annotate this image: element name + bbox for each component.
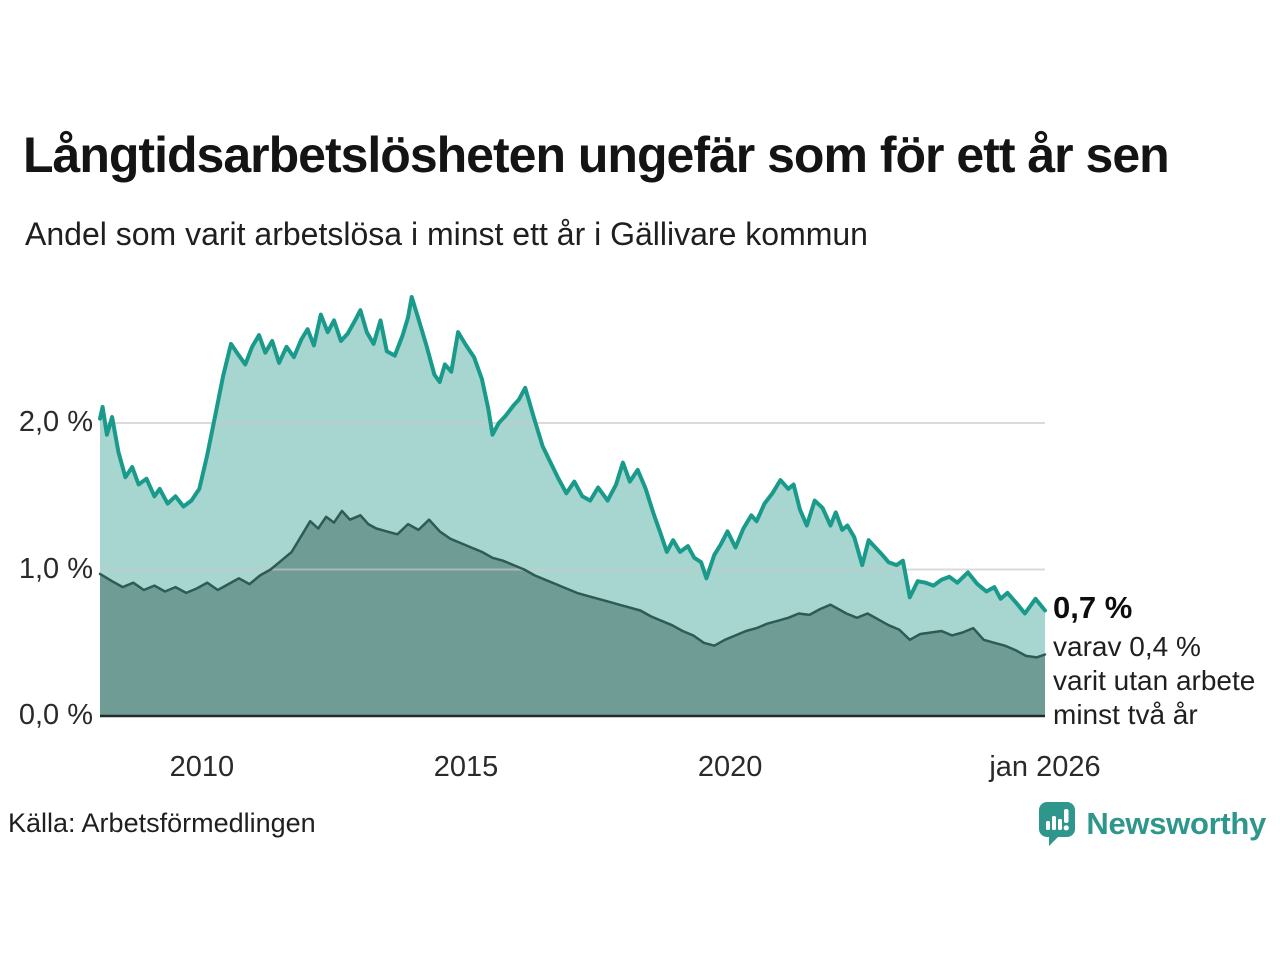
- line-unemployed-two-years: [98, 509, 1047, 659]
- latest-total-value: 0,7 %: [1053, 590, 1133, 625]
- area-fill-unemployed-two-years: [100, 510, 1045, 716]
- x-tick-label-jan-2026: jan 2026: [989, 751, 1101, 783]
- x-tick-label-2015: 2015: [433, 751, 499, 783]
- annotation-line-1: varav 0,4 %: [1053, 630, 1201, 662]
- latest-value-annotation: 0,7 % varav 0,4 % varit utan arbete mins…: [1053, 589, 1273, 732]
- source-credit: Källa: Arbetsförmedlingen: [8, 808, 316, 838]
- newsworthy-brand: Newsworthy: [1038, 801, 1266, 847]
- x-tick-label-2010: 2010: [169, 751, 235, 783]
- y-tick-label-0: 0,0 %: [18, 699, 93, 731]
- x-tick-label-2020: 2020: [697, 751, 763, 783]
- y-tick-label-2: 2,0 %: [18, 406, 93, 438]
- gridlines: [100, 422, 1045, 571]
- y-tick-label-1: 1,0 %: [18, 552, 93, 585]
- annotation-line-3: minst två år: [1053, 699, 1198, 731]
- chart-subtitle: Andel som varit arbetslösa i minst ett å…: [25, 216, 868, 252]
- annotation-line-2: varit utan arbete: [1053, 664, 1256, 696]
- brand-wordmark: Newsworthy: [1086, 806, 1266, 841]
- newsworthy-bubble-bar-chart-icon: [1039, 802, 1076, 846]
- line-unemployed-one-year: [98, 295, 1047, 616]
- chart-title: Långtidsarbetslösheten ungefär som för e…: [23, 127, 1170, 183]
